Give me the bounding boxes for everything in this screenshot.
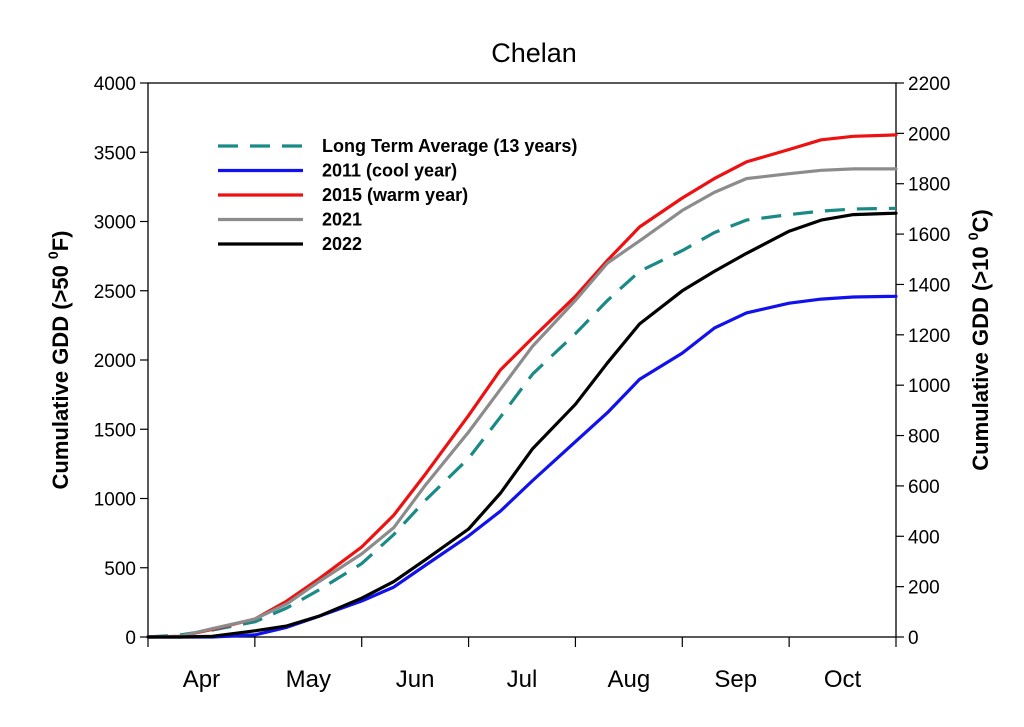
series-line-long-term-average-13-years	[147, 206, 897, 639]
right-tick-label: 1600	[908, 225, 950, 246]
left-tick-label: 1000	[94, 490, 136, 511]
right-tick-label: 1400	[908, 275, 950, 296]
left-tick-label: 3500	[94, 143, 136, 164]
legend-label: 2011 (cool year)	[322, 161, 457, 181]
x-tick-label: Sep	[714, 666, 757, 693]
left-tick-label: 1500	[94, 420, 136, 441]
left-tick-label: 500	[104, 559, 136, 580]
right-tick-label: 0	[908, 628, 919, 649]
series-line-2011-cool-year	[146, 294, 898, 639]
left-tick-label: 0	[125, 628, 136, 649]
right-tick-label: 800	[908, 427, 940, 448]
series-line-2022	[146, 211, 898, 639]
right-tick-label: 2000	[908, 124, 950, 145]
x-tick-label: Jun	[396, 666, 435, 693]
x-tick-label: May	[286, 666, 331, 693]
right-y-axis: 0 200 400 600 800 1000 1200 1400 1600 1800 2000 220…	[896, 74, 950, 649]
right-tick-label: 1200	[908, 326, 950, 347]
legend-label: Long Term Average (13 years)	[322, 136, 577, 156]
right-y-axis-label: Cumulative GDD (>10 0C)	[965, 209, 993, 470]
legend-label: 2015 (warm year)	[322, 185, 468, 205]
right-tick-label: 2200	[908, 74, 950, 95]
left-tick-label: 3000	[94, 213, 136, 234]
right-tick-label: 200	[908, 578, 940, 599]
right-tick-label: 400	[908, 527, 940, 548]
legend-label: 2021	[322, 210, 362, 230]
left-tick-label: 2500	[94, 282, 136, 303]
legend-label: 2022	[322, 234, 362, 254]
series-line-2021	[146, 167, 898, 639]
x-tick-label: Apr	[183, 666, 220, 693]
legend: Long Term Average (13 years) 2011 (cool y…	[218, 136, 577, 254]
left-tick-label: 4000	[94, 74, 136, 95]
x-tick-label: Jul	[507, 666, 538, 693]
right-tick-label: 600	[908, 477, 940, 498]
right-tick-label: 1800	[908, 175, 950, 196]
series-line-2015-warm-year	[146, 133, 898, 639]
right-tick-label: 1000	[908, 376, 950, 397]
x-axis: Apr May Jun Jul Aug Sep Oct	[147, 637, 897, 693]
left-y-axis: 0 500 1000 1500 2000 2500 3000 3500 4000	[94, 74, 148, 649]
left-tick-label: 2000	[94, 351, 136, 372]
left-y-axis-label: Cumulative GDD (>50 0F)	[45, 230, 73, 489]
chart-title: Chelan	[491, 38, 577, 68]
x-tick-label: Aug	[608, 666, 651, 693]
series-lines	[146, 133, 898, 639]
x-tick-label: Oct	[824, 666, 862, 693]
